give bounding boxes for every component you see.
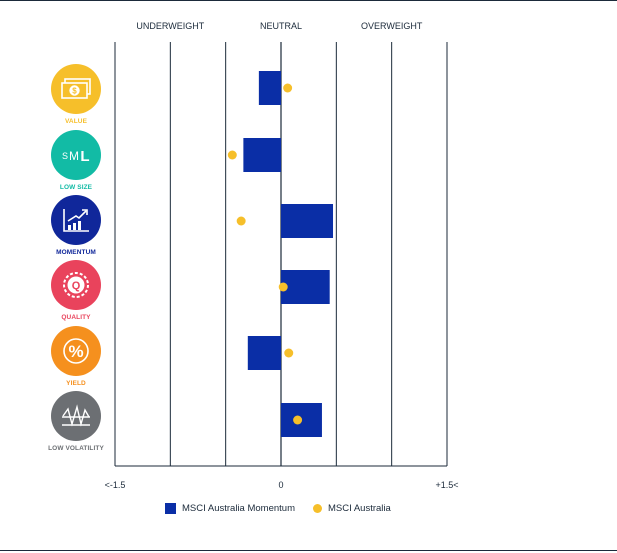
column-header: UNDERWEIGHT — [136, 21, 204, 31]
sml-icon: S M L — [62, 148, 90, 165]
factor-value: $ VALUE — [45, 64, 107, 125]
top-rule — [0, 0, 617, 1]
factor-label-low-volatility: LOW VOLATILITY — [48, 445, 104, 452]
percent-icon: % — [63, 338, 89, 364]
svg-text:%: % — [68, 342, 83, 361]
value-badge: $ — [51, 64, 101, 114]
trend-arrow-icon — [63, 209, 89, 232]
column-header: NEUTRAL — [260, 21, 302, 31]
bottom-rule — [0, 550, 617, 551]
bar-low-size — [243, 138, 281, 172]
factor-low-size: S M L LOW SIZE — [45, 130, 107, 191]
x-tick-label: +1.5< — [435, 480, 458, 490]
low-size-badge: S M L — [51, 130, 101, 180]
factor-label-value: VALUE — [64, 118, 88, 125]
dot-yield — [284, 348, 294, 358]
dot-quality — [278, 282, 288, 292]
low-volatility-badge — [51, 391, 101, 441]
legend-swatch-australia — [312, 504, 322, 513]
volatility-line-icon — [62, 404, 90, 427]
dot-value — [283, 83, 293, 93]
dot-momentum — [236, 216, 246, 226]
factor-momentum: MOMENTUM — [45, 195, 107, 256]
factor-label-quality: QUALITY — [61, 314, 91, 321]
factor-low-volatility: LOW VOLATILITY — [45, 391, 107, 452]
factor-label-low-size: LOW SIZE — [59, 184, 93, 191]
x-tick-label: <-1.5 — [105, 480, 126, 490]
bar-momentum — [281, 204, 334, 238]
svg-text:M: M — [69, 149, 79, 163]
quality-seal-icon: Q — [63, 272, 89, 298]
svg-text:$: $ — [72, 87, 77, 96]
legend-swatch-momentum — [165, 503, 176, 514]
factor-yield: % YIELD — [45, 326, 107, 387]
svg-text:S: S — [62, 151, 68, 161]
quality-badge: Q — [51, 260, 101, 310]
bar-value — [258, 71, 281, 105]
chart-legend: MSCI Australia Momentum MSCI Australia — [165, 503, 391, 514]
dollar-bill-icon: $ — [61, 78, 91, 99]
bar-quality — [281, 270, 330, 304]
dot-low-volatility — [293, 415, 303, 425]
yield-badge: % — [51, 326, 101, 376]
factor-quality: Q QUALITY — [45, 260, 107, 321]
legend-label-australia: MSCI Australia — [327, 503, 391, 514]
svg-text:Q: Q — [72, 280, 81, 292]
dot-low-size — [227, 150, 237, 160]
svg-text:L: L — [80, 148, 89, 165]
legend-label-momentum: MSCI Australia Momentum — [182, 503, 295, 514]
momentum-badge — [51, 195, 101, 245]
column-header: OVERWEIGHT — [361, 21, 423, 31]
x-tick-label: 0 — [278, 480, 283, 490]
factor-label-momentum: MOMENTUM — [56, 249, 96, 256]
bar-yield — [247, 336, 281, 370]
factor-label-yield: YIELD — [66, 380, 86, 387]
